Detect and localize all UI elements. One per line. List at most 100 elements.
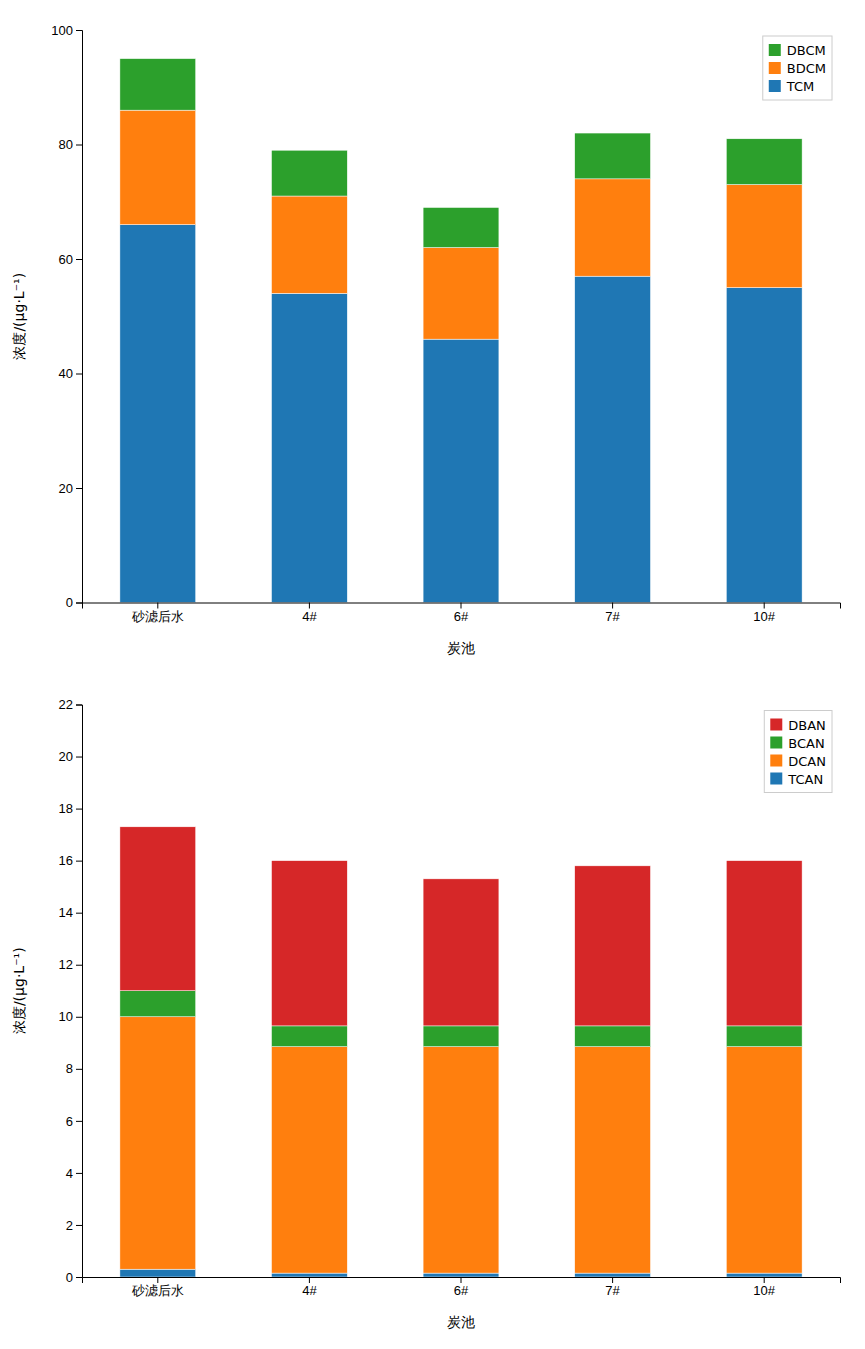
tick-mark: [76, 488, 82, 489]
tick-mark: [76, 30, 82, 31]
tick: 14: [59, 905, 82, 920]
tick-label: 40: [59, 366, 73, 381]
legend-swatch: [769, 80, 781, 92]
legend-label: DBCM: [787, 43, 826, 58]
tick-mark: [76, 965, 82, 966]
bar: [726, 1273, 802, 1277]
tick: 10#: [753, 1277, 775, 1298]
tick-mark: [764, 1277, 765, 1283]
legend-item: DBAN: [770, 718, 826, 733]
tick-mark: [76, 1277, 82, 1278]
tick-label: 6#: [454, 609, 469, 624]
tick: 100: [51, 23, 82, 38]
y-axis-title: 浓度/(μg·L⁻¹): [11, 947, 27, 1034]
tick-mark: [461, 603, 462, 609]
bar: [726, 1026, 802, 1047]
y-axis-title: 浓度/(μg·L⁻¹): [11, 273, 27, 360]
tick: 6#: [454, 603, 469, 624]
legend-label: DCAN: [788, 754, 826, 769]
bars: [120, 59, 802, 603]
bar: [120, 110, 196, 224]
tick-mark: [309, 1277, 310, 1283]
tick-label: 0: [66, 595, 73, 610]
legend-swatch: [769, 62, 781, 74]
tick: 16: [59, 853, 82, 868]
tick-label: 10#: [753, 1283, 775, 1298]
tick-mark: [76, 259, 82, 260]
tick: 7#: [605, 603, 620, 624]
tick-mark: [76, 603, 82, 604]
bar: [272, 1047, 348, 1273]
tick-label: 10#: [753, 609, 775, 624]
bar: [272, 1273, 348, 1277]
tick-label: 4#: [302, 609, 317, 624]
bar: [272, 196, 348, 293]
axis-line: [76, 31, 83, 604]
tick-label: 10: [59, 1009, 73, 1024]
legend-label: TCAN: [787, 772, 823, 787]
tick: 8: [66, 1061, 82, 1076]
bar: [575, 276, 651, 602]
tick: 12: [59, 957, 82, 972]
legend-swatch: [770, 737, 782, 749]
bar: [575, 1047, 651, 1273]
bar: [272, 861, 348, 1026]
bar: [423, 1026, 499, 1047]
tick: 20: [59, 749, 82, 764]
legend-item: DCAN: [770, 754, 826, 769]
tick-mark: [76, 809, 82, 810]
legend-swatch: [770, 719, 782, 731]
tick-label: 14: [59, 905, 73, 920]
tick-label: 6#: [454, 1283, 469, 1298]
legend-item: BCAN: [770, 736, 824, 751]
tick-label: 12: [59, 957, 73, 972]
bar-series: [120, 225, 802, 603]
tick-mark: [76, 705, 82, 706]
y-axis: 020406080100: [51, 23, 82, 611]
tick-mark: [764, 603, 765, 609]
tick-mark: [76, 913, 82, 914]
bar: [575, 1273, 651, 1277]
tick-label: 80: [59, 137, 73, 152]
x-axis-title: 炭池: [447, 640, 475, 656]
bar-series: [120, 827, 802, 1026]
bar: [423, 1273, 499, 1277]
bar: [272, 150, 348, 196]
tick-mark: [76, 1173, 82, 1174]
bar: [575, 133, 651, 179]
tick-label: 4: [66, 1166, 73, 1181]
legend-swatch: [769, 44, 781, 56]
tick-label: 砂滤后水: [131, 1283, 184, 1298]
legend-label: TCM: [786, 79, 814, 94]
tick-mark: [76, 1225, 82, 1226]
tick-mark: [76, 861, 82, 862]
bar-series: [120, 110, 802, 339]
tick-label: 0: [66, 1270, 73, 1285]
tick: 0: [66, 595, 82, 610]
bar: [575, 1026, 651, 1047]
tick-mark: [612, 1277, 613, 1283]
tick-mark: [612, 603, 613, 609]
tick: 80: [59, 137, 82, 152]
tick-label: 18: [59, 801, 73, 816]
tick-label: 4#: [302, 1283, 317, 1298]
tick: 60: [59, 252, 82, 267]
bar: [726, 288, 802, 603]
legend-item: TCM: [769, 79, 814, 94]
x-axis: 砂滤后水4#6#7#10#: [83, 1277, 841, 1298]
bar: [726, 139, 802, 185]
bar: [120, 827, 196, 991]
bar: [272, 1026, 348, 1047]
bar: [575, 866, 651, 1026]
tick-mark: [76, 757, 82, 758]
bar: [423, 879, 499, 1026]
bar: [423, 1047, 499, 1273]
bar: [120, 59, 196, 111]
tick-label: 60: [59, 252, 73, 267]
tick-label: 8: [66, 1061, 73, 1076]
tick-label: 6: [66, 1114, 73, 1129]
bar: [120, 1017, 196, 1269]
tick: 0: [66, 1270, 82, 1285]
tick-mark: [461, 1277, 462, 1283]
legend-label: BCAN: [788, 736, 824, 751]
